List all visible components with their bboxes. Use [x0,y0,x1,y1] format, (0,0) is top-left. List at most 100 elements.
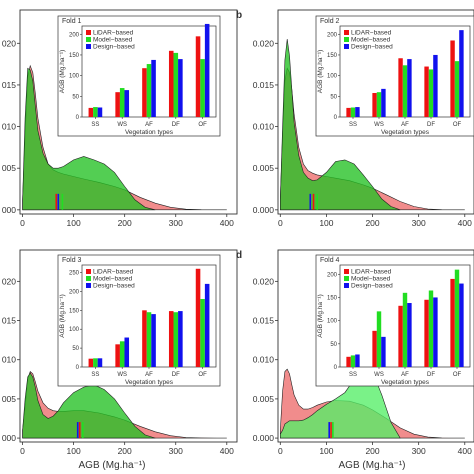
y-tick-label: 0.015 [253,80,275,90]
inset-title: Fold 4 [320,257,340,264]
inset-bar [115,344,120,367]
inset-x-axis-title: Vegetation types [381,129,430,136]
legend-label: Model−based [351,276,391,283]
inset-bar [93,358,98,367]
inset-frame [57,15,221,137]
inset-y-tick-label: 200 [327,32,338,38]
inset-y-tick-label: 0 [76,115,80,121]
legend-swatch [344,283,349,288]
inset-category-label: DF [427,122,435,128]
inset-bar [119,88,125,117]
inset-bar [204,283,210,367]
inset-title: Fold 1 [62,18,82,25]
inset-bar [450,278,455,367]
inset-category-label: AF [145,122,153,128]
inset-y-tick-label: 150 [327,295,338,301]
inset-bar [178,59,183,117]
inset-category-label: DF [172,122,180,128]
inset-y-tick-label: 100 [69,74,80,80]
panel-letter: d [236,250,242,261]
inset-bar-chart: Fold 3 0 50 100 150 200 250 SS WS AF DF OF Vegetatio… [57,254,221,387]
inset-bar [459,283,464,367]
x-tick-label: 200 [365,218,379,228]
inset-y-tick-label: 0 [76,365,80,371]
inset-bar [124,337,130,367]
inset-frame [315,15,474,137]
legend-swatch [86,30,91,35]
legend-swatch [86,283,91,288]
panel-border [19,249,238,443]
inset-bar-chart: Fold 1 0 50 100 150 200 SS WS AF DF OF Vegetation t… [57,15,221,137]
inset-bar [146,312,152,367]
y-tick-label: 010 [2,355,16,365]
inset-bar [151,59,156,117]
panel-border [277,249,474,443]
inset-frame [315,254,474,387]
legend-label: LiDAR−based [93,30,134,37]
inset-bar [204,23,210,117]
legend-swatch [86,37,91,42]
inset-bar [200,299,205,367]
y-tick-label: 0.020 [253,276,275,286]
legend-label: LiDAR−based [93,269,134,276]
density-panel: 0 100 200 300 400 000 005 010 015 020 [2,9,238,228]
inset-bar [97,358,103,367]
y-tick-label: 020 [2,276,16,286]
legend-swatch [86,276,91,281]
panel-letter: b [236,10,242,21]
inset-bar [402,292,408,367]
inset-bar [407,59,412,117]
inset-y-tick-label: 100 [69,327,80,333]
inset-bar [178,311,183,367]
inset-category-label: OF [453,372,462,378]
y-tick-label: 0.005 [253,163,275,173]
x-tick-label: 400 [220,218,234,228]
model-density-area [22,372,156,439]
inset-bar [459,30,464,117]
inset-bar-chart: Fold 4 0 50 100 150 200 SS WS AF DF OF Vegetation t… [315,254,474,387]
y-tick-label: 0.000 [253,433,275,443]
legend-label: Model−based [93,276,133,283]
inset-y-tick-label: 150 [69,53,80,59]
inset-bar [424,299,429,367]
inset-bar [173,52,179,117]
density-panel: 0 100 200 300 400 000 005 010 015 020 [2,249,238,456]
x-tick-label: 0 [20,218,25,228]
inset-category-label: WS [374,372,384,378]
x-tick-label: 400 [458,218,472,228]
inset-bar [398,58,403,117]
inset-bar [195,36,201,118]
x-tick-label: 300 [169,446,183,456]
x-tick-label: 400 [458,446,472,456]
y-tick-label: 0.005 [253,394,275,404]
inset-y-tick-label: 100 [327,74,338,80]
inset-x-axis-title: Vegetation types [125,379,174,386]
legend-label: Design−based [93,44,135,51]
inset-category-label: OF [198,122,207,128]
legend-label: Model−based [93,37,133,44]
inset-bar [372,330,377,367]
inset-y-tick-label: 200 [327,272,338,278]
inset-bar [350,107,356,117]
inset-category-label: AF [145,372,153,378]
y-tick-label: 020 [2,38,16,48]
inset-bar [424,66,429,117]
inset-category-label: OF [453,122,462,128]
inset-bar [151,314,156,367]
y-tick-label: 015 [2,316,16,326]
inset-y-tick-label: 200 [69,289,80,295]
inset-category-label: OF [198,372,207,378]
x-tick-label: 200 [118,218,132,228]
inset-category-label: DF [172,372,180,378]
x-tick-label: 300 [169,218,183,228]
inset-bar [428,69,434,117]
x-tick-label: 0 [278,446,283,456]
density-panel: 0 100 200 300 400 0.000 0.005 0.010 0.015 0.020 b [236,9,474,228]
inset-bar [381,88,386,117]
inset-bar [115,92,120,117]
inset-y-tick-label: 50 [72,346,79,352]
y-tick-label: 0.020 [253,38,275,48]
inset-x-axis-title: Vegetation types [125,129,174,136]
y-tick-label: 0.000 [253,205,275,215]
